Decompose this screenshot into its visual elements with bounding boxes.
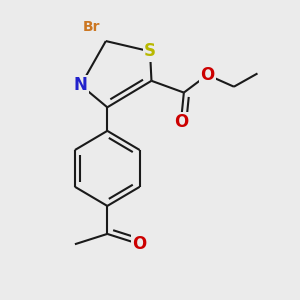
Text: N: N [74, 76, 88, 94]
Text: Br: Br [82, 20, 100, 34]
Text: O: O [200, 66, 214, 84]
Text: O: O [133, 235, 147, 253]
Text: O: O [174, 113, 188, 131]
Text: S: S [144, 42, 156, 60]
